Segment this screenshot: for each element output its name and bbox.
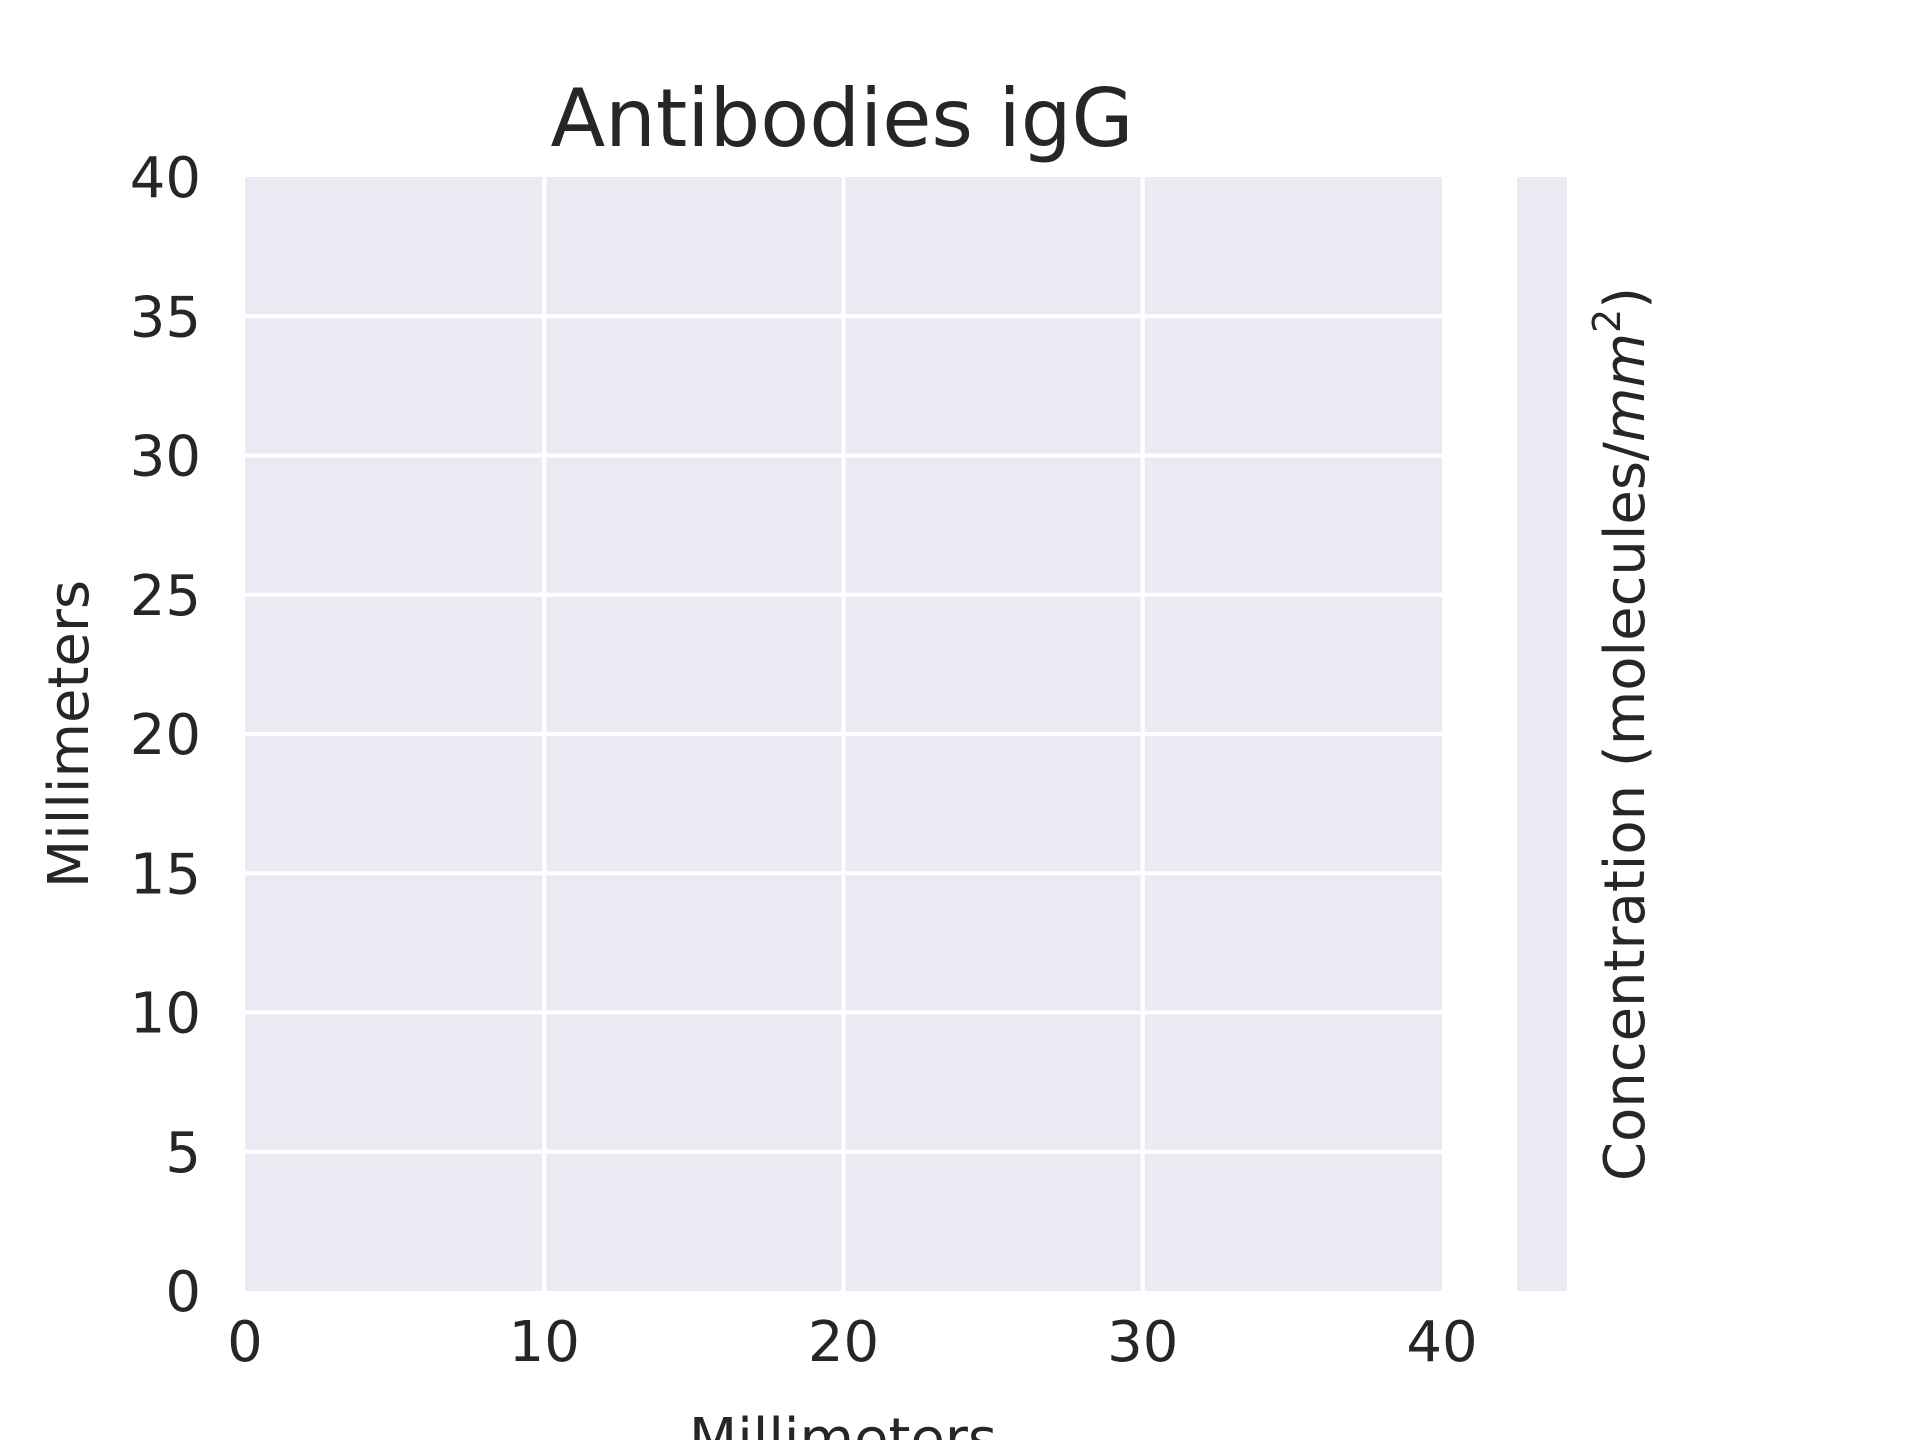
colorbar-label: Concentration (molecules/mm2) xyxy=(1585,287,1658,1181)
x-tick-labels: 0 10 20 30 40 xyxy=(227,1310,1477,1375)
y-tick-label: 15 xyxy=(130,842,201,907)
colorbar-label-exponent: 2 xyxy=(1585,309,1629,333)
grid-lines xyxy=(245,177,1442,1291)
x-tick-label: 40 xyxy=(1406,1310,1477,1375)
x-tick-label: 20 xyxy=(808,1310,879,1375)
y-tick-label: 30 xyxy=(130,425,201,490)
chart-title: Antibodies igG xyxy=(550,72,1133,165)
y-axis-label: Millimeters xyxy=(37,580,102,888)
x-tick-label: 0 xyxy=(227,1310,263,1375)
y-tick-label: 10 xyxy=(130,982,201,1047)
colorbar-label-close: ) xyxy=(1593,287,1658,309)
y-tick-label: 40 xyxy=(130,146,201,211)
y-tick-label: 35 xyxy=(130,285,201,350)
x-tick-label: 10 xyxy=(509,1310,580,1375)
x-tick-label: 30 xyxy=(1107,1310,1178,1375)
y-tick-label: 25 xyxy=(130,564,201,629)
y-tick-labels: 0 5 10 15 20 25 30 35 40 xyxy=(130,146,201,1325)
colorbar-label-main: Concentration (molecules/ xyxy=(1593,442,1658,1181)
x-axis-label: Millimeters xyxy=(689,1407,997,1440)
y-tick-label: 20 xyxy=(130,703,201,768)
colorbar-label-unit: mm xyxy=(1593,333,1658,442)
colorbar xyxy=(1517,177,1567,1291)
y-tick-label: 0 xyxy=(165,1260,201,1325)
y-tick-label: 5 xyxy=(165,1121,201,1186)
